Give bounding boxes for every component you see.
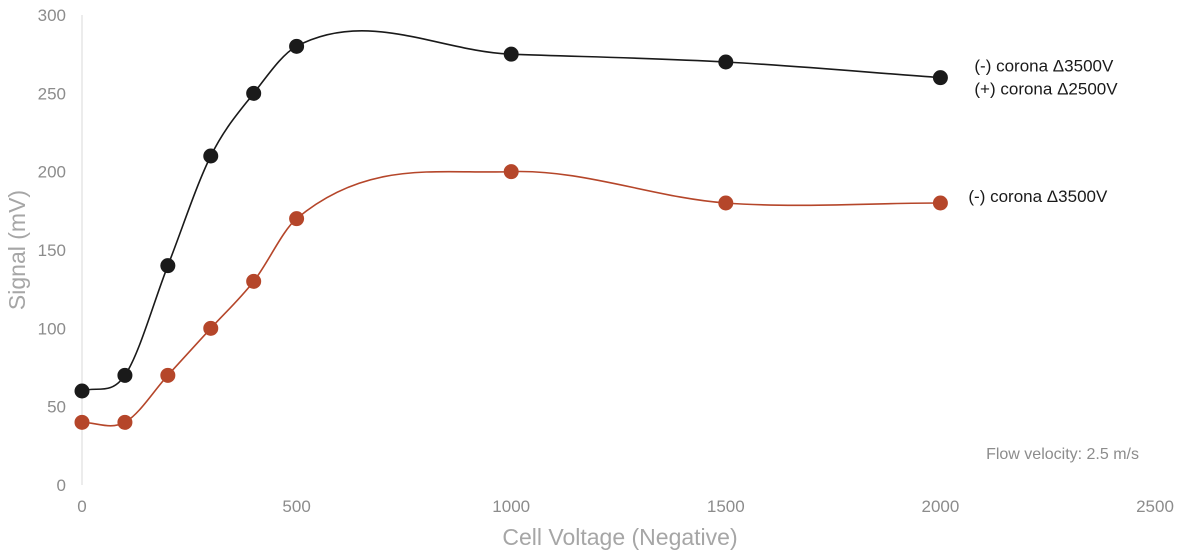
data-point bbox=[246, 85, 262, 101]
y-tick-labels: 0 50 100 150 200 250 300 bbox=[38, 6, 66, 495]
x-tick-label: 500 bbox=[282, 497, 310, 516]
x-tick-label: 1500 bbox=[707, 497, 745, 516]
data-point bbox=[74, 383, 90, 399]
data-point bbox=[932, 70, 948, 86]
x-tick-label: 2000 bbox=[921, 497, 959, 516]
series-line-1 bbox=[81, 30, 941, 392]
y-tick-label: 100 bbox=[38, 319, 66, 338]
data-point bbox=[289, 38, 305, 54]
x-axis-title: Cell Voltage (Negative) bbox=[502, 524, 737, 550]
y-tick-label: 0 bbox=[57, 476, 66, 495]
y-tick-label: 150 bbox=[38, 241, 66, 260]
y-tick-label: 250 bbox=[38, 84, 66, 103]
data-point bbox=[160, 258, 176, 274]
series-line-2 bbox=[81, 170, 941, 427]
x-tick-label: 0 bbox=[77, 497, 86, 516]
data-point bbox=[503, 46, 519, 62]
x-tick-label: 1000 bbox=[492, 497, 530, 516]
data-point bbox=[203, 320, 219, 336]
series-lines bbox=[81, 30, 941, 427]
data-point bbox=[160, 367, 176, 383]
data-point bbox=[718, 54, 734, 70]
x-tick-label: 2500 bbox=[1136, 497, 1174, 516]
data-point bbox=[246, 273, 262, 289]
series-label: (+) corona Δ2500V bbox=[974, 80, 1118, 99]
y-tick-label: 300 bbox=[38, 6, 66, 25]
series-label: (-) corona Δ3500V bbox=[974, 57, 1114, 76]
series-labels: (-) corona Δ3500V (+) corona Δ2500V (-) co… bbox=[968, 57, 1118, 206]
data-point bbox=[289, 211, 305, 227]
series-label: (-) corona Δ3500V bbox=[968, 187, 1108, 206]
data-points bbox=[74, 38, 948, 430]
data-point bbox=[74, 414, 90, 430]
flow-velocity-annotation: Flow velocity: 2.5 m/s bbox=[986, 446, 1139, 463]
data-point bbox=[117, 414, 133, 430]
data-point bbox=[503, 164, 519, 180]
data-point bbox=[718, 195, 734, 211]
data-point bbox=[932, 195, 948, 211]
y-axis-title: Signal (mV) bbox=[4, 190, 30, 310]
x-tick-labels: 0 500 1000 1500 2000 2500 bbox=[77, 497, 1174, 516]
data-point bbox=[117, 367, 133, 383]
y-tick-label: 50 bbox=[47, 398, 66, 417]
data-point bbox=[203, 148, 219, 164]
y-tick-label: 200 bbox=[38, 163, 66, 182]
